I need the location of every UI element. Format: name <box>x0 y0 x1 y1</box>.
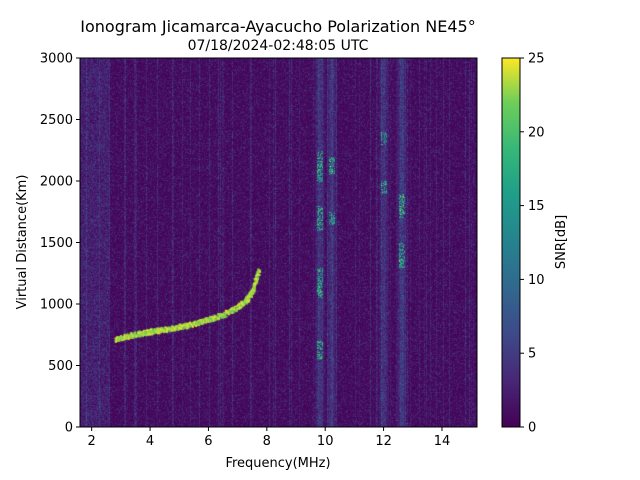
colorbar-label: SNR[dB] <box>554 215 569 269</box>
y-tick-label: 3000 <box>40 52 73 67</box>
x-tick-label: 4 <box>146 434 154 449</box>
colorbar-tick-label: 5 <box>528 347 536 362</box>
y-tick-label: 2000 <box>40 175 73 190</box>
y-tick-label: 1500 <box>40 236 73 251</box>
x-tick-label: 14 <box>434 434 451 449</box>
chart-subtitle: 07/18/2024-02:48:05 UTC <box>188 38 369 54</box>
y-axis-label: Virtual Distance(Km) <box>15 175 30 310</box>
x-tick-label: 10 <box>317 434 334 449</box>
x-tick-label: 8 <box>263 434 271 449</box>
colorbar-tick-label: 15 <box>528 199 545 214</box>
y-axis: 0 500 1000 1500 2000 2500 3000 <box>40 52 80 436</box>
heatmap <box>80 58 477 427</box>
colorbar-tick-label: 0 <box>528 421 536 436</box>
colorbar-ticks: 0 5 10 15 20 25 <box>520 52 545 436</box>
colorbar-tick-label: 20 <box>528 125 545 140</box>
colorbar-tick-label: 25 <box>528 52 545 67</box>
y-tick-label: 2500 <box>40 113 73 128</box>
colorbar: 0 5 10 15 20 25 SNR[dB] <box>501 52 569 436</box>
y-tick-label: 1000 <box>40 298 73 313</box>
x-axis-label: Frequency(MHz) <box>225 456 330 471</box>
x-tick-label: 2 <box>88 434 96 449</box>
x-tick-label: 6 <box>204 434 212 449</box>
x-axis: 2 4 6 8 10 12 14 <box>88 427 451 449</box>
colorbar-tick-label: 10 <box>528 273 545 288</box>
plot-area <box>79 57 478 428</box>
y-tick-label: 500 <box>48 359 73 374</box>
y-tick-label: 0 <box>65 421 73 436</box>
colorbar-gradient <box>501 57 521 428</box>
x-tick-label: 12 <box>375 434 392 449</box>
chart-title: Ionogram Jicamarca-Ayacucho Polarization… <box>80 17 475 36</box>
